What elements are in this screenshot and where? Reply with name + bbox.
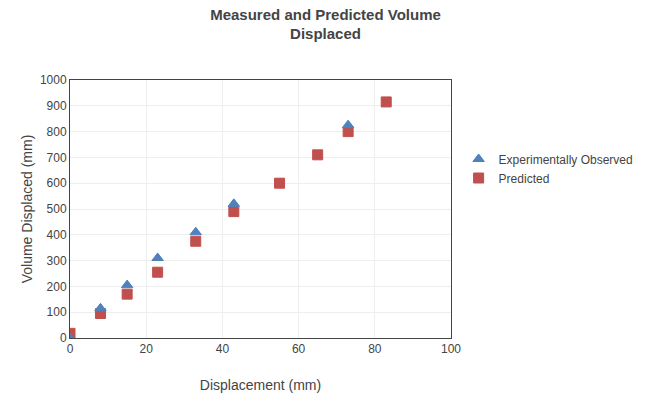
svg-text:800: 800 bbox=[47, 125, 67, 139]
svg-text:300: 300 bbox=[47, 254, 67, 268]
svg-text:900: 900 bbox=[47, 99, 67, 113]
svg-text:Measured and Predicted VolumeD: Measured and Predicted VolumeDisplaced bbox=[210, 6, 441, 43]
svg-text:500: 500 bbox=[47, 202, 67, 216]
svg-text:600: 600 bbox=[47, 176, 67, 190]
svg-text:20: 20 bbox=[140, 342, 154, 356]
svg-text:1000: 1000 bbox=[40, 73, 67, 87]
svg-text:Volume Displaced (mm): Volume Displaced (mm) bbox=[19, 135, 35, 284]
svg-text:700: 700 bbox=[47, 151, 67, 165]
svg-text:Predicted: Predicted bbox=[499, 172, 550, 186]
svg-text:40: 40 bbox=[216, 342, 230, 356]
svg-text:100: 100 bbox=[47, 305, 67, 319]
svg-text:0: 0 bbox=[67, 342, 74, 356]
svg-text:80: 80 bbox=[368, 342, 382, 356]
svg-text:0: 0 bbox=[60, 331, 67, 345]
svg-text:200: 200 bbox=[47, 280, 67, 294]
svg-text:Displacement (mm): Displacement (mm) bbox=[200, 377, 321, 393]
svg-text:60: 60 bbox=[292, 342, 306, 356]
svg-text:Experimentally Observed: Experimentally Observed bbox=[499, 153, 633, 167]
svg-text:100: 100 bbox=[441, 342, 461, 356]
svg-text:400: 400 bbox=[47, 228, 67, 242]
